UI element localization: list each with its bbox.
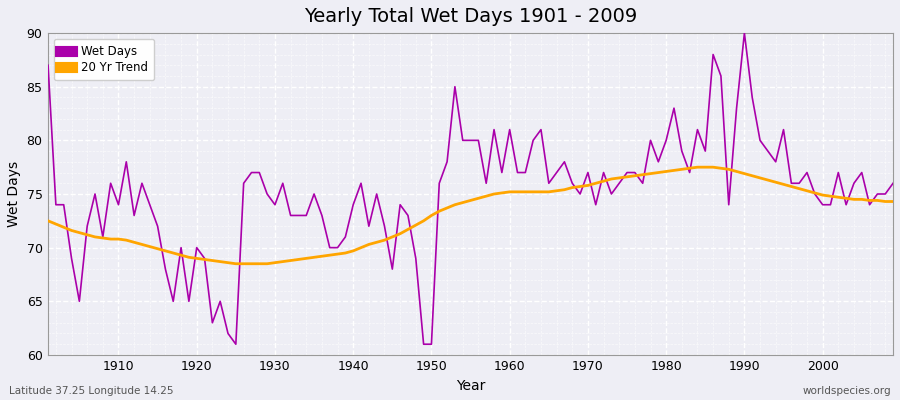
Wet Days	[512, 170, 523, 175]
20 Yr Trend	[512, 190, 523, 194]
Wet Days	[332, 245, 343, 250]
20 Yr Trend	[887, 199, 898, 204]
Wet Days	[42, 63, 53, 68]
Wet Days	[285, 213, 296, 218]
Legend: Wet Days, 20 Yr Trend: Wet Days, 20 Yr Trend	[54, 39, 154, 80]
Wet Days	[230, 342, 241, 347]
Wet Days	[504, 127, 515, 132]
Text: worldspecies.org: worldspecies.org	[803, 386, 891, 396]
Title: Yearly Total Wet Days 1901 - 2009: Yearly Total Wet Days 1901 - 2009	[304, 7, 637, 26]
Wet Days	[739, 31, 750, 36]
X-axis label: Year: Year	[456, 379, 485, 393]
20 Yr Trend	[606, 176, 616, 181]
20 Yr Trend	[504, 190, 515, 194]
Line: 20 Yr Trend: 20 Yr Trend	[48, 167, 893, 264]
Wet Days	[105, 181, 116, 186]
20 Yr Trend	[285, 258, 296, 263]
Wet Days	[887, 181, 898, 186]
Text: Latitude 37.25 Longitude 14.25: Latitude 37.25 Longitude 14.25	[9, 386, 174, 396]
Wet Days	[606, 192, 616, 196]
Y-axis label: Wet Days: Wet Days	[7, 161, 21, 227]
20 Yr Trend	[332, 252, 343, 256]
20 Yr Trend	[692, 165, 703, 170]
20 Yr Trend	[42, 218, 53, 223]
20 Yr Trend	[105, 237, 116, 242]
20 Yr Trend	[230, 261, 241, 266]
Line: Wet Days: Wet Days	[48, 33, 893, 344]
